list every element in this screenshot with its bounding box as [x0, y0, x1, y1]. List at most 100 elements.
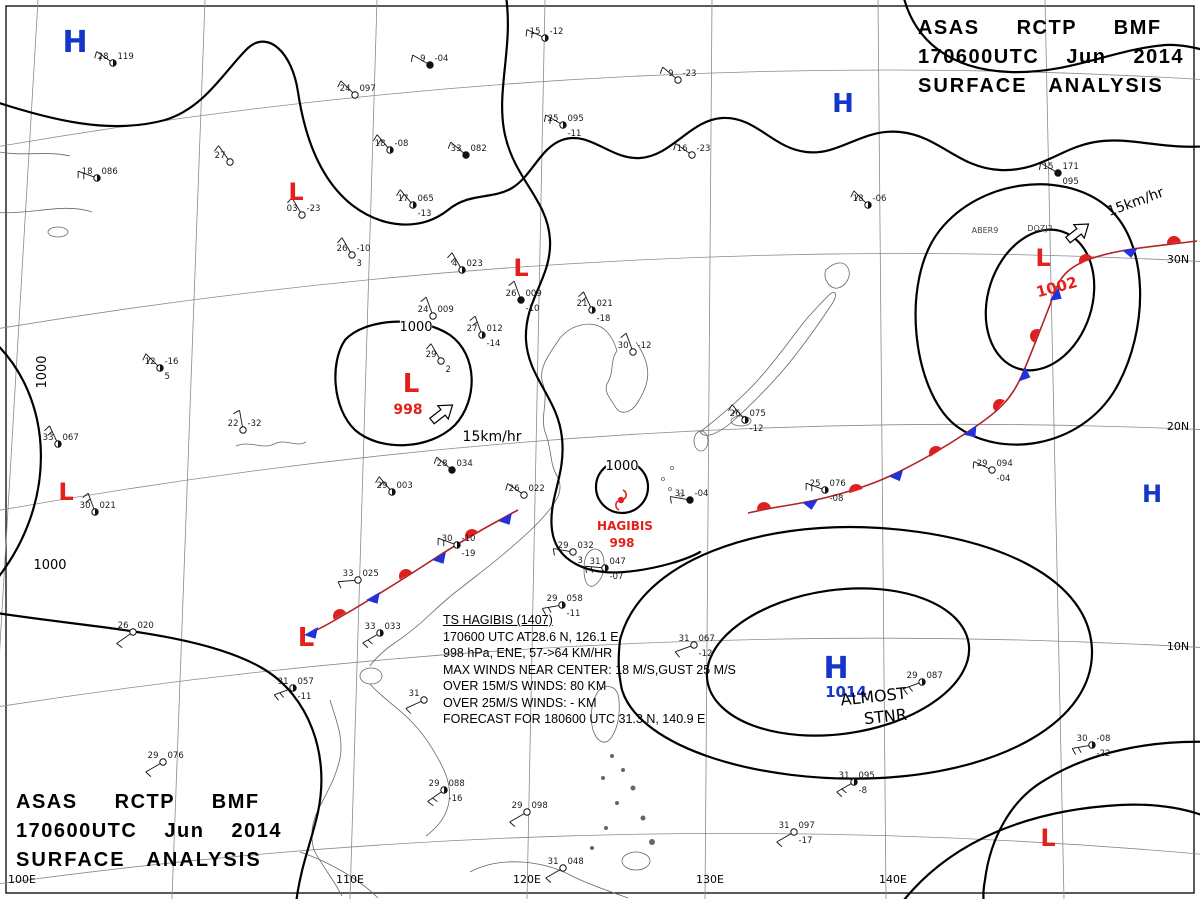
station-circle [239, 426, 247, 434]
wind-barb [425, 297, 433, 314]
wind-barb [341, 237, 351, 253]
station-pressure: 065 [418, 194, 434, 204]
station-temperature: 16 [677, 144, 688, 154]
wind-barb-feather [472, 321, 478, 326]
station-cover-half [745, 416, 749, 424]
cold-front-markers [802, 247, 1138, 510]
station-temperature: 33 [43, 433, 54, 443]
station-pressure: 171 [1063, 162, 1079, 172]
station-temperature: 33 [343, 569, 354, 579]
station-pressure: -10 [462, 534, 476, 544]
station-pressure: 087 [927, 671, 943, 681]
station-pressure: 067 [63, 433, 79, 443]
longitude-label: 100E [8, 873, 36, 886]
station-temperature: 31 [675, 489, 686, 499]
wind-barb-feather [273, 694, 279, 701]
wind-barb [78, 170, 95, 178]
station-cover-half [592, 306, 596, 314]
station-temperature: 26 [337, 244, 348, 254]
longitude-label: 120E [513, 873, 541, 886]
station-plot: 33 082 [447, 141, 487, 159]
station-temperature: 24 [418, 305, 429, 315]
station-pressure: 058 [567, 594, 583, 604]
movement-arrow-icon [1065, 223, 1090, 244]
chart-type: SURFACE ANALYSIS [917, 75, 1164, 97]
station-pressure: 076 [830, 479, 846, 489]
station-plot: 28 034 [433, 456, 473, 474]
station-plot: 16 -23 [673, 143, 710, 159]
station-plot: 31 -04 [669, 489, 708, 504]
wind-barb-feather [659, 66, 664, 74]
station-pressure: 097 [360, 84, 376, 94]
latitude-label: 10N [1167, 640, 1189, 653]
station-temperature: 31 [278, 677, 289, 687]
station-cover-half [868, 201, 872, 209]
wind-barb-feather [405, 708, 412, 714]
station-dewpoint: -19 [462, 549, 476, 559]
station-circle [688, 151, 696, 159]
station-pressure: 057 [298, 677, 314, 687]
station-cover-half [462, 266, 466, 274]
station-cover-half [113, 59, 117, 67]
wind-barb [583, 291, 592, 308]
station-circle [426, 61, 434, 69]
wind-barb-feather [450, 257, 456, 263]
storm-info-line: OVER 25M/S WINDS: - KM [443, 695, 597, 710]
station-pressure: 032 [578, 541, 594, 551]
wind-barb-feather [432, 797, 438, 802]
wind-barb-feather [362, 642, 369, 648]
storm-info-line: MAX WINDS NEAR CENTER: 18 M/S,GUST 25 M/… [443, 662, 736, 677]
station-plot: 15 -12 [525, 27, 563, 42]
wind-barb-feather [94, 51, 98, 59]
wind-barb-feather [531, 32, 533, 39]
wind-barb-feather [367, 639, 373, 645]
wind-barb-feather [469, 315, 476, 321]
wind-barb [675, 143, 690, 154]
storm-info-line: FORECAST FOR 180600 UTC 31.3 N, 140.9 E [443, 712, 706, 726]
station-temperature: 18 [853, 194, 864, 204]
wind-barb-feather [850, 190, 855, 198]
wind-barb [362, 634, 378, 644]
station-plot: 30 -12 [618, 332, 652, 356]
station-circle [520, 491, 528, 499]
station-dewpoint: 3 [578, 556, 583, 566]
station-pressure: -12 [638, 341, 652, 351]
station-dewpoint: -17 [799, 836, 813, 846]
wind-barb [731, 404, 744, 418]
low-symbol: L [513, 254, 528, 282]
station-circle [690, 641, 698, 649]
wind-barb [116, 633, 131, 644]
station-dewpoint: -16 [449, 794, 463, 804]
high-symbol: H [823, 651, 848, 686]
station-temperature: 21 [577, 299, 588, 309]
wind-barb-feather [379, 481, 384, 487]
wind-barb-feather [543, 114, 547, 122]
station-plot: 29 2 [426, 343, 451, 375]
station-circle [429, 312, 437, 320]
wind-barb-feather [841, 788, 847, 794]
station-circle [351, 91, 359, 99]
station-cover-half [160, 364, 164, 372]
wind-barb [585, 565, 602, 569]
station-pressure: 067 [699, 634, 715, 644]
station-pressure: 095 [859, 771, 875, 781]
station-pressure: 020 [138, 621, 154, 631]
wind-barb [274, 688, 291, 696]
station-circle [348, 251, 356, 259]
pressure-value: 1014 [825, 683, 867, 701]
tropical-storm-icon [615, 489, 627, 511]
wind-barb [438, 537, 455, 545]
station-pressure: 095 [568, 114, 584, 124]
low-symbol: L [1035, 244, 1050, 272]
station-pressure: 076 [168, 751, 184, 761]
warm-front-markers [333, 529, 479, 620]
wind-barb [507, 483, 522, 494]
station-cover-half [380, 629, 384, 637]
station-temperature: 29 [429, 779, 440, 789]
chart-datetime: 170600UTC Jun 2014 [16, 820, 283, 842]
wind-barb-feather [509, 821, 516, 827]
station-temperature: 31 [548, 857, 559, 867]
station-dewpoint: -07 [610, 572, 624, 582]
station-plot: 18 086 [77, 167, 118, 182]
